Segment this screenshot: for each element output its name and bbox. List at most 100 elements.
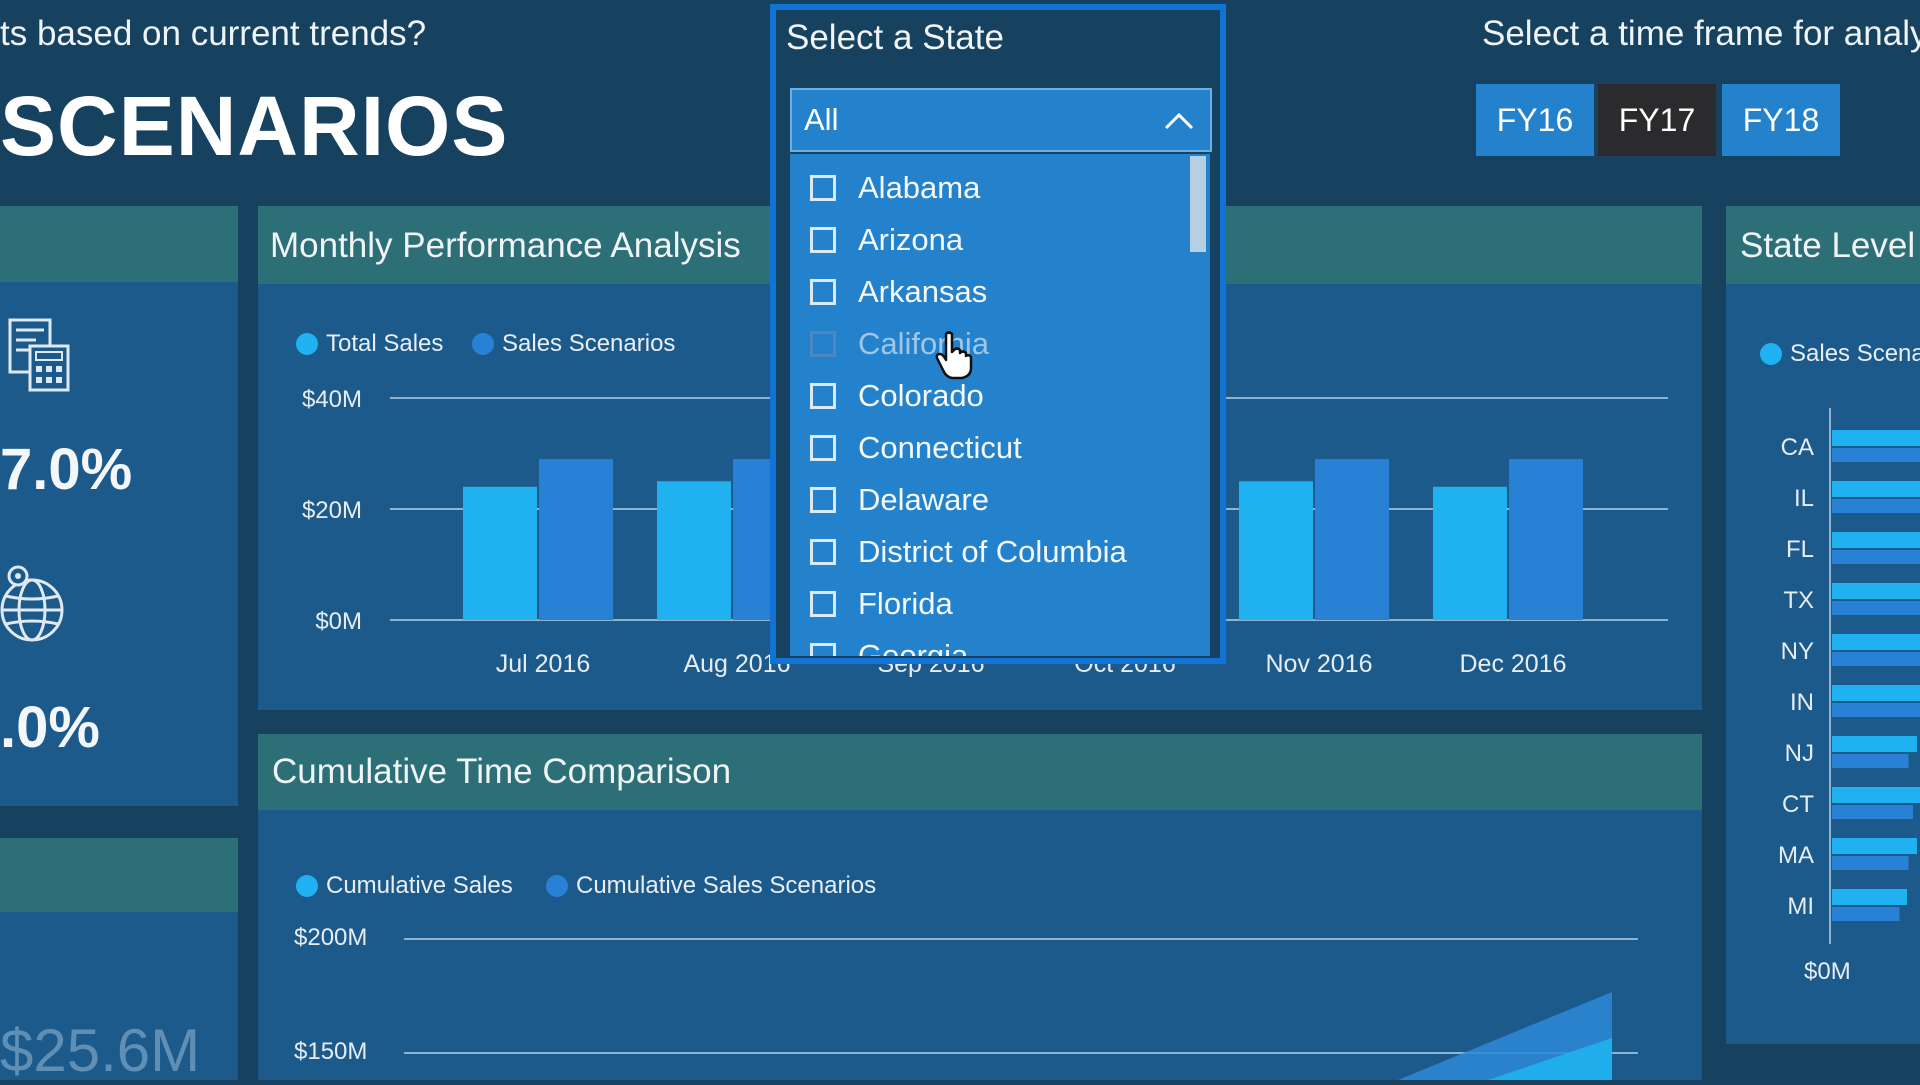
bar-total-sales[interactable] xyxy=(1239,481,1313,620)
state-category-label: MA xyxy=(1778,842,1814,869)
state-bar-secondary[interactable] xyxy=(1832,448,1920,462)
bar-sales-scenarios[interactable] xyxy=(1315,459,1389,620)
state-bar[interactable] xyxy=(1832,634,1920,650)
state-category-label: NJ xyxy=(1785,740,1814,767)
checkbox[interactable] xyxy=(810,175,836,201)
state-bar[interactable] xyxy=(1832,736,1917,752)
state-bar-secondary[interactable] xyxy=(1832,805,1913,819)
checkbox[interactable] xyxy=(810,435,836,461)
fy16-button[interactable]: FY16 xyxy=(1476,84,1594,156)
legend-label-total-sales: Total Sales xyxy=(326,330,444,357)
checkbox[interactable] xyxy=(810,591,836,617)
checkbox[interactable] xyxy=(810,279,836,305)
checkbox[interactable] xyxy=(810,539,836,565)
kpi-value-3: $25.6M xyxy=(0,1017,201,1084)
legend-sales-scenarios[interactable]: Sales Scenarios xyxy=(472,330,675,358)
legend-cumulative-sales[interactable]: Cumulative Sales xyxy=(296,872,513,900)
cumulative-panel-header xyxy=(258,734,1702,810)
kpi-panel-2 xyxy=(0,912,238,1080)
state-bar[interactable] xyxy=(1832,583,1920,599)
state-bar-secondary[interactable] xyxy=(1832,550,1920,564)
legend-total-sales[interactable]: Total Sales xyxy=(296,330,443,358)
state-dropdown-value: All xyxy=(804,102,839,137)
bar-total-sales[interactable] xyxy=(657,481,731,620)
state-options-list[interactable]: Alabama Arizona Arkansas California Colo… xyxy=(790,154,1210,656)
option-label: Florida xyxy=(858,586,953,621)
state-bar-secondary[interactable] xyxy=(1832,703,1920,717)
monthly-panel-title: Monthly Performance Analysis xyxy=(270,226,741,265)
state-bar[interactable] xyxy=(1832,838,1917,854)
option-label: Delaware xyxy=(858,482,989,517)
state-bar[interactable] xyxy=(1832,532,1920,548)
state-dropdown[interactable]: All xyxy=(790,88,1212,152)
state-bar-secondary[interactable] xyxy=(1832,856,1909,870)
legend-dot-total-sales xyxy=(296,333,318,355)
bar-sales-scenarios[interactable] xyxy=(539,459,613,620)
bar-total-sales[interactable] xyxy=(463,486,537,620)
kpi-panel-header xyxy=(0,206,238,282)
option-connecticut[interactable]: Connecticut xyxy=(810,430,1022,466)
legend-dot-cumulative-sales xyxy=(296,875,318,897)
option-delaware[interactable]: Delaware xyxy=(810,482,989,518)
option-colorado[interactable]: Colorado xyxy=(810,378,984,414)
chevron-up-icon[interactable] xyxy=(1162,104,1196,146)
bar-sales-scenarios[interactable] xyxy=(1509,459,1583,620)
checkbox[interactable] xyxy=(810,487,836,513)
hand-cursor-icon xyxy=(934,330,974,385)
option-florida[interactable]: Florida xyxy=(810,586,953,622)
kpi-panel-2-header xyxy=(0,838,238,912)
cumulative-y-tick-150: $150M xyxy=(294,1038,368,1065)
state-category-label: IN xyxy=(1790,689,1814,716)
state-x-tick-0: $0M xyxy=(1804,958,1851,985)
state-category-label: NY xyxy=(1781,638,1814,665)
state-category-label: MI xyxy=(1787,893,1814,920)
kpi-value-1: 7.0% xyxy=(0,437,133,502)
fy18-button[interactable]: FY18 xyxy=(1722,84,1840,156)
state-bar[interactable] xyxy=(1832,889,1907,905)
state-category-label: FL xyxy=(1786,536,1814,563)
legend-state-sales-scenarios[interactable]: Sales Scena xyxy=(1760,340,1920,368)
option-alabama[interactable]: Alabama xyxy=(810,170,980,206)
state-bar[interactable] xyxy=(1832,685,1920,701)
dropdown-scrollbar[interactable] xyxy=(1190,156,1206,252)
globe-icon xyxy=(0,562,70,651)
option-label: Arizona xyxy=(858,222,964,257)
state-bar[interactable] xyxy=(1832,481,1920,497)
cumulative-sales-area xyxy=(1488,1038,1612,1080)
legend-label-state-sales-scenarios: Sales Scena xyxy=(1790,340,1920,367)
option-label: Alabama xyxy=(858,170,981,205)
checkbox[interactable] xyxy=(810,643,836,656)
state-bar-chart: CA IL FL TX NY IN NJ CT MA MI xyxy=(1778,408,1920,944)
state-panel-title: State Level C xyxy=(1740,226,1920,265)
state-bar-secondary[interactable] xyxy=(1832,601,1920,615)
cumulative-panel-title: Cumulative Time Comparison xyxy=(272,752,732,791)
fy17-button[interactable]: FY17 xyxy=(1598,84,1716,156)
kpi-value-2: .0% xyxy=(0,695,100,760)
option-district-of-columbia[interactable]: District of Columbia xyxy=(810,534,1127,570)
checkbox[interactable] xyxy=(810,383,836,409)
cumulative-y-tick-200: $200M xyxy=(294,924,368,951)
bar-total-sales[interactable] xyxy=(1433,486,1507,620)
calculator-icon xyxy=(6,316,72,397)
monthly-x-tick: Dec 2016 xyxy=(1459,650,1566,678)
option-label: Colorado xyxy=(858,378,984,413)
timeframe-label: Select a time frame for analysis xyxy=(1482,14,1920,53)
state-bar-secondary[interactable] xyxy=(1832,907,1900,921)
state-bar[interactable] xyxy=(1832,787,1920,803)
cumulative-panel xyxy=(258,810,1702,1080)
state-bar-secondary[interactable] xyxy=(1832,754,1909,768)
checkbox[interactable] xyxy=(810,227,836,253)
state-bar-secondary[interactable] xyxy=(1832,499,1920,513)
option-label: Connecticut xyxy=(858,430,1022,465)
option-label: Arkansas xyxy=(858,274,988,309)
state-bar[interactable] xyxy=(1832,430,1920,446)
option-georgia[interactable]: Georgia xyxy=(810,638,968,656)
option-arizona[interactable]: Arizona xyxy=(810,222,963,258)
checkbox[interactable] xyxy=(810,331,836,357)
option-arkansas[interactable]: Arkansas xyxy=(810,274,987,310)
page-question: ts based on current trends? xyxy=(0,14,427,53)
state-category-label: CA xyxy=(1781,434,1814,461)
legend-cumulative-scenarios[interactable]: Cumulative Sales Scenarios xyxy=(546,872,876,900)
cumulative-area-chart xyxy=(404,938,1638,1080)
state-bar-secondary[interactable] xyxy=(1832,652,1920,666)
